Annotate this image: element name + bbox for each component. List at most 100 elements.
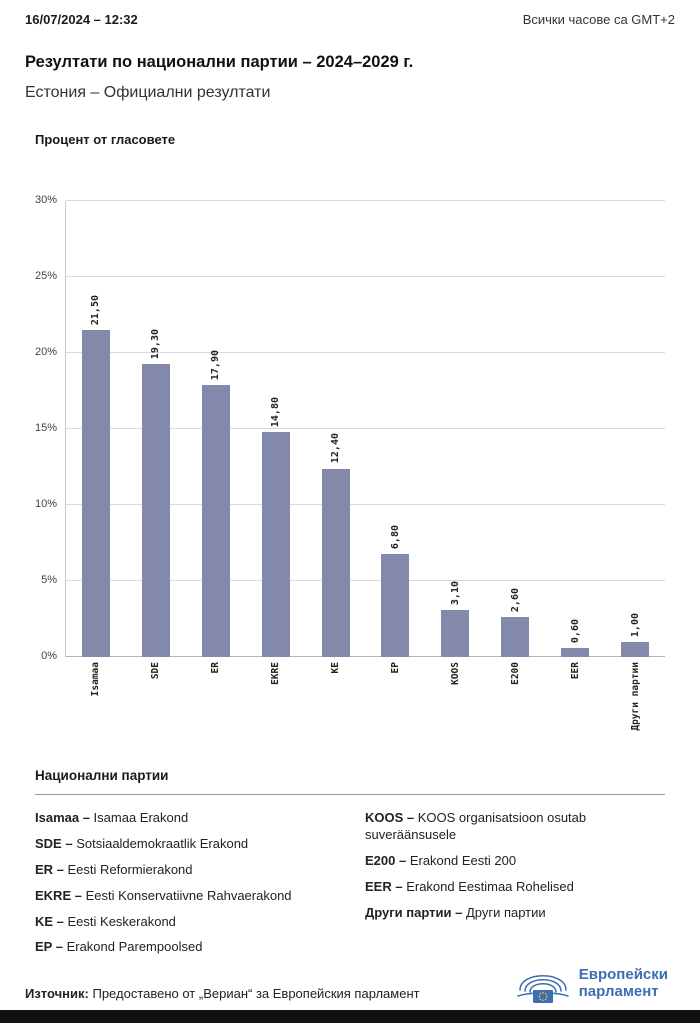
legend-column: Isamaa – Isamaa Erakond SDE – Sotsiaaldem…: [35, 810, 365, 965]
footer: Източник: Предоставено от „Вериан“ за Ев…: [25, 963, 668, 1003]
legend-entry: EER – Erakond Eestimaa Rohelised: [365, 879, 665, 896]
y-tick-label: 10%: [34, 498, 57, 511]
legend-columns: Isamaa – Isamaa Erakond SDE – Sotsiaaldem…: [35, 810, 665, 965]
party-name: Erakond Eestimaa Rohelised: [406, 878, 574, 894]
party-name: Sotsiaaldemokraatlik Erakond: [76, 835, 249, 851]
bar-value-label: 6,80: [389, 524, 401, 549]
category-slot: KOOS: [425, 662, 485, 685]
legend-entry: Isamaa – Isamaa Erakond: [35, 810, 335, 827]
party-name: Други партии: [465, 904, 546, 920]
category-label: Isamaa: [89, 662, 101, 697]
category-slot: E200: [485, 662, 545, 685]
ep-logo-text-line2: парламент: [578, 983, 659, 1000]
bar-value-label: 17,90: [210, 349, 222, 380]
category-slot: Други партии: [605, 662, 665, 731]
bar: [501, 617, 530, 657]
bar: [561, 647, 590, 657]
gridline: 5%: [41, 574, 665, 586]
gridline: 25%: [35, 270, 665, 282]
bar: [141, 363, 170, 657]
ep-hemicycle-icon: [517, 975, 569, 1003]
page-title: Резултати по национални партии – 2024–20…: [25, 53, 414, 71]
category-slot: EER: [545, 662, 605, 679]
category-label: Други партии: [629, 662, 641, 731]
category-slot: SDE: [125, 662, 185, 679]
bar-column: 0,60: [545, 201, 605, 657]
party-legend: Национални партии Isamaa – Isamaa Erakon…: [35, 768, 665, 965]
party-abbr: E200 –: [365, 852, 410, 868]
bar-column: 21,50: [66, 201, 126, 657]
ep-logo: Европейски парламент: [516, 963, 668, 1003]
gridline: 10%: [35, 498, 665, 510]
source-label: Източник:: [25, 986, 89, 1001]
legend-entry: ER – Eesti Reformierakond: [35, 862, 335, 879]
legend-entry: KOOS – KOOS organisatsioon osutab suverä…: [365, 810, 665, 844]
category-label: SDE: [149, 662, 161, 680]
party-abbr: KE –: [35, 913, 68, 929]
party-abbr: ER –: [35, 861, 68, 877]
legend-entry: KE – Eesti Keskerakond: [35, 914, 335, 931]
y-tick-label: 25%: [34, 270, 57, 282]
party-abbr: EP –: [35, 939, 67, 955]
category-labels: Isamaa SDE ER EKRE KE EP KOOS E200 EER Други парт…: [65, 662, 665, 758]
category-label: EER: [569, 662, 581, 680]
ep-logo-text: Европейски парламент: [579, 966, 668, 1001]
gridline: 20%: [35, 346, 665, 358]
party-abbr: KOOS –: [365, 810, 418, 825]
legend-entry: Други партии – Други партии: [365, 905, 665, 922]
plot-area: 21,50 19,30 17,90 14,80 12,40 6,80 3,10 2,60 0,6…: [66, 201, 665, 657]
party-name: Eesti Reformierakond: [67, 861, 193, 877]
chart-title: Процент от гласовете: [35, 132, 176, 147]
bar-value-label: 3,10: [449, 580, 461, 605]
party-name: KOOS organisatsioon osutab suveräänsusel…: [365, 810, 587, 842]
bar-chart: Процент от гласовете 0% 5% 10% 15% 20% 25% 30%…: [0, 132, 700, 758]
category-slot: KE: [305, 662, 365, 673]
category-label: EP: [389, 662, 401, 674]
bar-column: 1,00: [605, 201, 665, 657]
gridline: 0%: [41, 650, 665, 662]
party-name: Eesti Konservatiivne Rahvaerakond: [85, 887, 292, 903]
bar: [321, 468, 350, 657]
bar-value-label: 2,60: [509, 588, 521, 613]
category-label: KOOS: [449, 662, 461, 685]
top-bar: 16/07/2024 – 12:32 Всички часове са GMT+…: [0, 0, 700, 27]
bar: [621, 641, 650, 657]
bar: [201, 384, 230, 657]
bar: [441, 609, 470, 657]
bar-column: 12,40: [306, 201, 366, 657]
bar-value-label: 12,40: [330, 433, 342, 464]
party-abbr: Isamaa –: [35, 810, 94, 825]
party-abbr: SDE –: [35, 835, 77, 851]
bar-value-label: 1,00: [629, 612, 641, 637]
legend-entry: EP – Erakond Parempoolsed: [35, 939, 335, 956]
party-name: Erakond Eesti 200: [409, 852, 517, 868]
bottom-bar: [0, 1010, 700, 1023]
bar: [381, 553, 410, 657]
category-label: KE: [329, 662, 341, 674]
y-tick-label: 15%: [34, 422, 57, 434]
category-label: EKRE: [269, 662, 281, 685]
page-subtitle: Естония – Официални резултати: [25, 84, 271, 101]
party-name: Eesti Keskerakond: [67, 913, 176, 929]
party-abbr: Други партии –: [365, 904, 466, 920]
party-name: Erakond Parempoolsed: [66, 939, 203, 955]
legend-entry: E200 – Erakond Eesti 200: [365, 853, 665, 870]
bar-value-label: 0,60: [569, 618, 581, 643]
source-text: Предоставено от „Вериан“ за Европейския …: [92, 986, 420, 1001]
y-tick-label: 5%: [41, 574, 57, 587]
party-abbr: EKRE –: [35, 887, 86, 903]
report-datetime: 16/07/2024 – 12:32: [25, 12, 138, 27]
timezone-note: Всички часове са GMT+2: [522, 12, 675, 27]
source-note: Източник: Предоставено от „Вериан“ за Ев…: [25, 986, 420, 1003]
party-abbr: EER –: [365, 878, 407, 894]
y-tick-label: 30%: [34, 194, 57, 206]
legend-entry: EKRE – Eesti Konservatiivne Rahvaerakond: [35, 888, 335, 905]
bar-column: 2,60: [485, 201, 545, 657]
ep-logo-text-line1: Европейски: [578, 965, 668, 983]
y-tick-label: 20%: [34, 346, 57, 359]
bar-column: 6,80: [366, 201, 426, 657]
category-slot: EKRE: [245, 662, 305, 685]
legend-heading: Национални партии: [35, 768, 665, 795]
bar-value-label: 21,50: [90, 295, 102, 326]
